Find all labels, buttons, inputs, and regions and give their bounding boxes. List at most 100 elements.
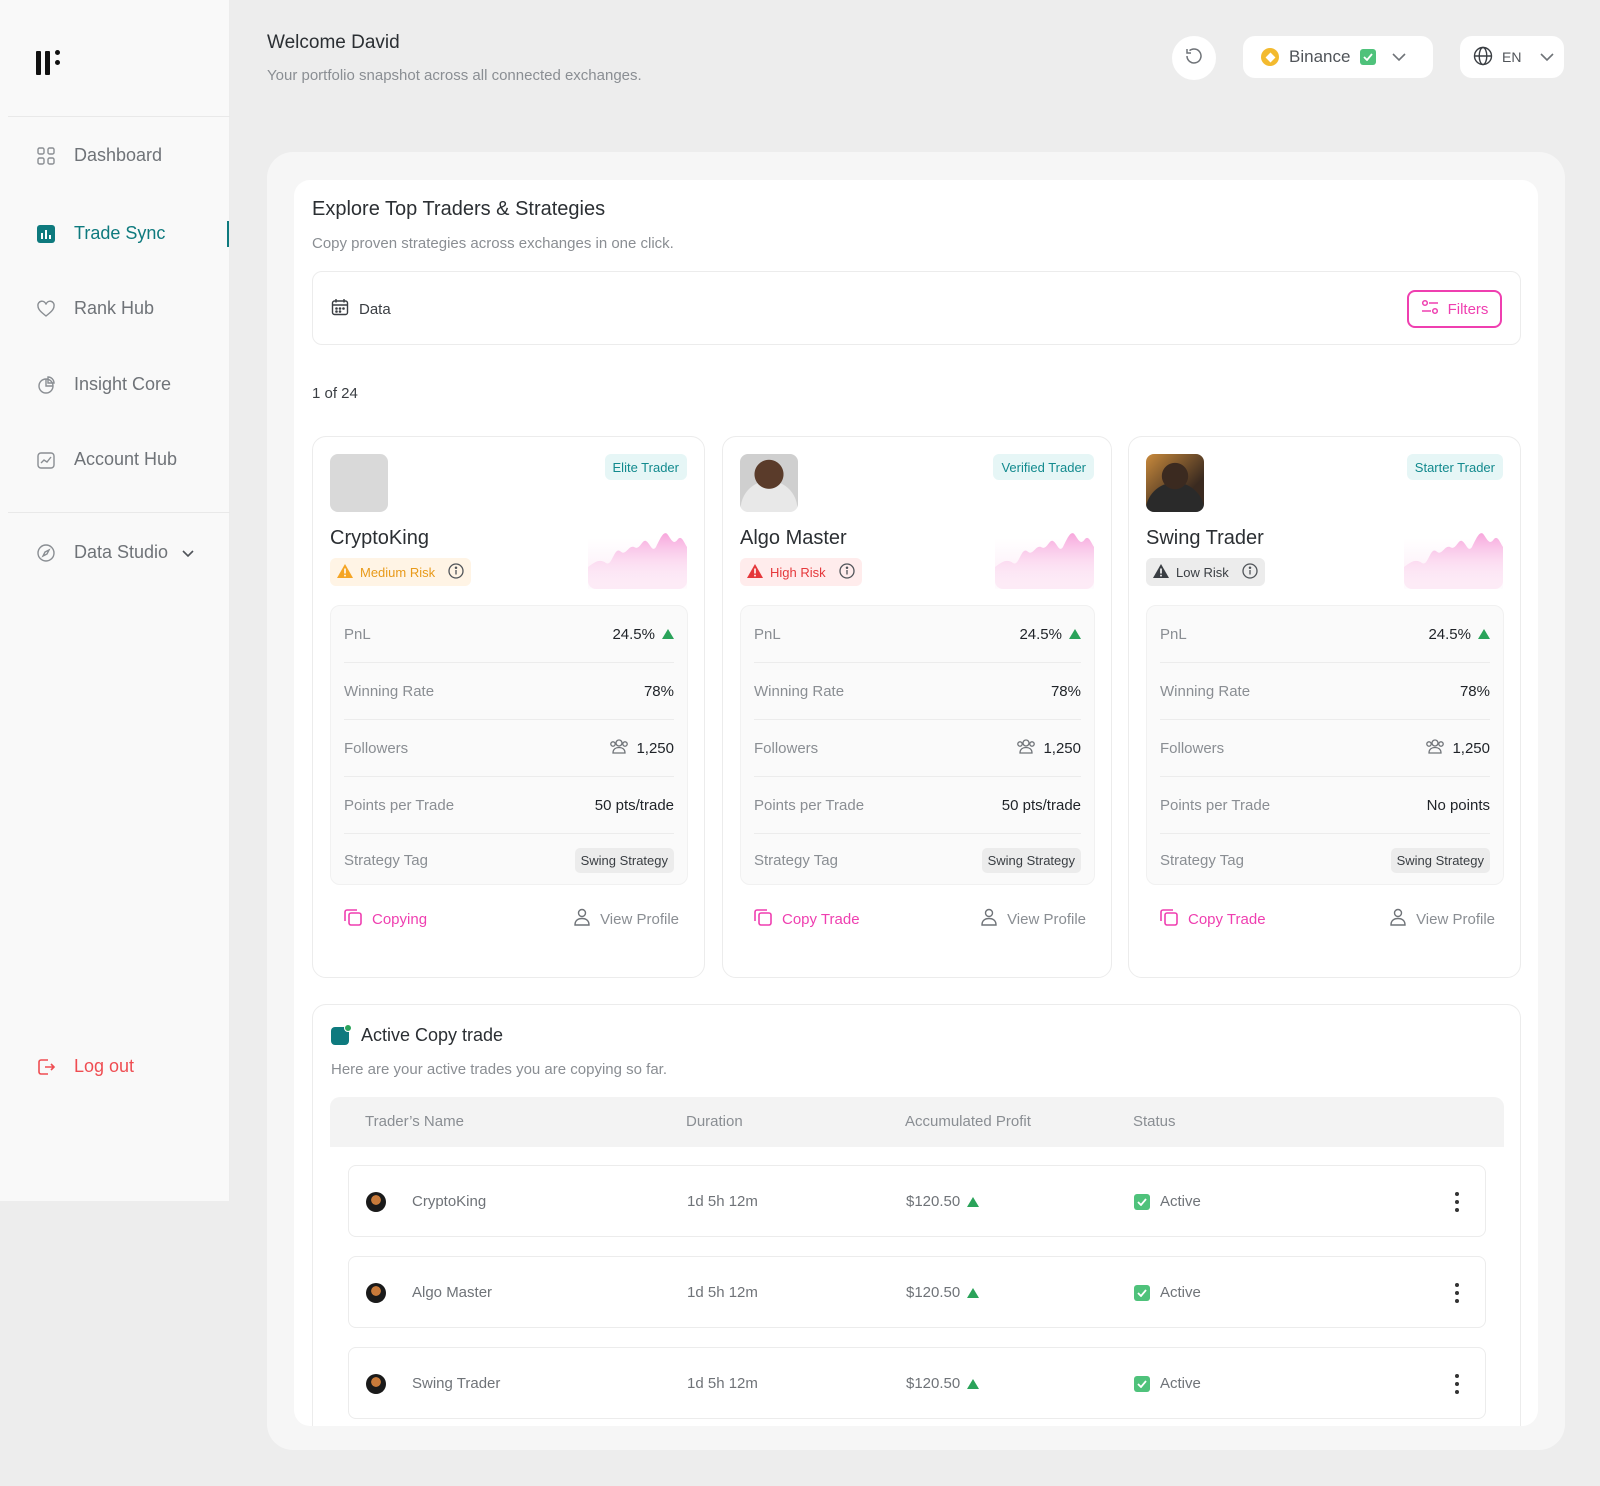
sidebar-divider [8, 512, 230, 513]
active-indicator [227, 221, 229, 247]
section-title: Explore Top Traders & Strategies [312, 198, 606, 220]
logout-label: Log out [74, 1056, 135, 1076]
stat-row-strategy: Strategy Tag Swing Strategy [344, 834, 674, 886]
exchange-name: Binance [1289, 47, 1351, 66]
up-arrow-icon [967, 1196, 980, 1207]
stat-row-pnl: PnL 24.5% [1160, 606, 1490, 663]
duration-cell: 1d 5h 12m [687, 1284, 758, 1301]
stat-label: PnL [344, 625, 371, 643]
copy-icon [753, 907, 773, 931]
table-row[interactable]: CryptoKing 1d 5h 12m $120.50 Active [348, 1165, 1486, 1237]
trader-name: Swing Trader [1146, 527, 1264, 549]
status-cell: Active [1134, 1375, 1201, 1392]
up-arrow-icon [967, 1378, 980, 1389]
section-subtitle: Copy proven strategies across exchanges … [312, 235, 674, 252]
sidebar-item-label: Rank Hub [74, 298, 155, 318]
exchange-selector[interactable]: Binance [1243, 36, 1433, 78]
sidebar-item-trade-sync[interactable]: Trade Sync [36, 223, 165, 244]
profile-label: View Profile [1416, 910, 1495, 928]
filter-bar: Data Filters [312, 271, 1521, 345]
stat-label: Strategy Tag [754, 851, 838, 869]
trader-card: Starter Trader Swing Trader Low Risk PnL… [1128, 436, 1521, 978]
winning-rate-value: 78% [643, 682, 674, 700]
status-label: Active [1160, 1284, 1201, 1301]
stat-row-followers: Followers 1,250 [344, 720, 674, 777]
winning-rate-value: 78% [1459, 682, 1490, 700]
info-icon[interactable] [1242, 562, 1258, 582]
risk-label: High Risk [770, 564, 826, 580]
pnl-value: 24.5% [1428, 625, 1471, 643]
copy-trade-button[interactable]: Copying [343, 907, 427, 931]
users-icon [1016, 738, 1036, 758]
trader-stats: PnL 24.5% Winning Rate 78% Followers 1,2… [330, 605, 688, 885]
app-logo[interactable] [34, 48, 66, 76]
stat-label: Winning Rate [1160, 682, 1251, 700]
profit-cell: $120.50 [906, 1193, 980, 1210]
stat-label: Points per Trade [754, 796, 865, 814]
check-icon [1360, 49, 1377, 65]
users-icon [1425, 738, 1445, 758]
language-selector[interactable]: EN [1460, 36, 1564, 78]
trader-stats: PnL 24.5% Winning Rate 78% Followers 1,2… [1146, 605, 1504, 885]
sliders-icon [1421, 299, 1439, 319]
stat-label: Winning Rate [754, 682, 845, 700]
trader-card: Verified Trader Algo Master High Risk Pn… [722, 436, 1112, 978]
stat-label: Followers [344, 739, 409, 757]
stat-label: PnL [754, 625, 781, 643]
view-profile-link[interactable]: View Profile [980, 907, 1086, 931]
stat-label: PnL [1160, 625, 1187, 643]
profit-value: $120.50 [906, 1193, 961, 1210]
more-options-icon[interactable] [1454, 1374, 1460, 1394]
sidebar-item-account-hub[interactable]: Account Hub [36, 449, 177, 470]
chevron-down-icon [182, 542, 194, 563]
points-value: No points [1426, 796, 1490, 814]
stat-row-winning-rate: Winning Rate 78% [344, 663, 674, 720]
sidebar-item-dashboard[interactable]: Dashboard [36, 145, 162, 166]
copy-trade-button[interactable]: Copy Trade [1159, 907, 1266, 931]
strategy-tag: Swing Strategy [981, 847, 1081, 873]
info-icon[interactable] [838, 562, 855, 582]
stat-label: Points per Trade [344, 796, 455, 814]
card-actions: Copying View Profile [343, 907, 679, 931]
duration-cell: 1d 5h 12m [687, 1375, 758, 1392]
logout-button[interactable]: Log out [36, 1056, 134, 1077]
sidebar-item-label: Insight Core [74, 374, 172, 394]
points-value: 50 pts/trade [1001, 796, 1081, 814]
filters-button[interactable]: Filters [1407, 290, 1502, 328]
more-options-icon[interactable] [1454, 1283, 1460, 1303]
user-icon [573, 908, 591, 930]
points-value: 50 pts/trade [594, 796, 674, 814]
info-icon[interactable] [448, 562, 464, 582]
sidebar-item-data-studio[interactable]: Data Studio [36, 542, 194, 563]
sidebar-divider [8, 116, 230, 117]
pnl-sparkline [1404, 517, 1503, 589]
table-row[interactable]: Swing Trader 1d 5h 12m $120.50 Active [348, 1347, 1486, 1419]
table-header: Trader’s Name Duration Accumulated Profi… [330, 1097, 1504, 1147]
status-cell: Active [1134, 1284, 1201, 1301]
stat-row-followers: Followers 1,250 [1160, 720, 1490, 777]
sidebar-item-insight-core[interactable]: Insight Core [36, 374, 171, 395]
stat-row-points: Points per Trade 50 pts/trade [754, 777, 1081, 834]
profit-value: $120.50 [906, 1375, 961, 1392]
refresh-button[interactable] [1172, 36, 1216, 80]
pnl-sparkline [995, 517, 1094, 589]
stat-label: Strategy Tag [1160, 851, 1244, 869]
view-profile-link[interactable]: View Profile [1389, 907, 1495, 931]
trader-name: Algo Master [740, 527, 847, 549]
view-profile-link[interactable]: View Profile [573, 907, 679, 931]
more-options-icon[interactable] [1454, 1192, 1460, 1212]
profile-label: View Profile [600, 910, 679, 928]
sidebar-item-rank-hub[interactable]: Rank Hub [36, 298, 154, 319]
profit-cell: $120.50 [906, 1284, 980, 1301]
result-count: 1 of 24 [312, 385, 358, 402]
stat-label: Strategy Tag [344, 851, 428, 869]
pnl-sparkline [588, 517, 687, 589]
table-row[interactable]: Algo Master 1d 5h 12m $120.50 Active [348, 1256, 1486, 1328]
date-picker[interactable]: Data [331, 298, 391, 320]
column-header: Accumulated Profit [905, 1113, 1031, 1130]
copy-icon [1159, 907, 1179, 931]
active-trades-title: Active Copy trade [361, 1025, 504, 1045]
avatar [366, 1374, 386, 1394]
copy-trade-button[interactable]: Copy Trade [753, 907, 860, 931]
followers-value: 1,250 [636, 739, 674, 757]
